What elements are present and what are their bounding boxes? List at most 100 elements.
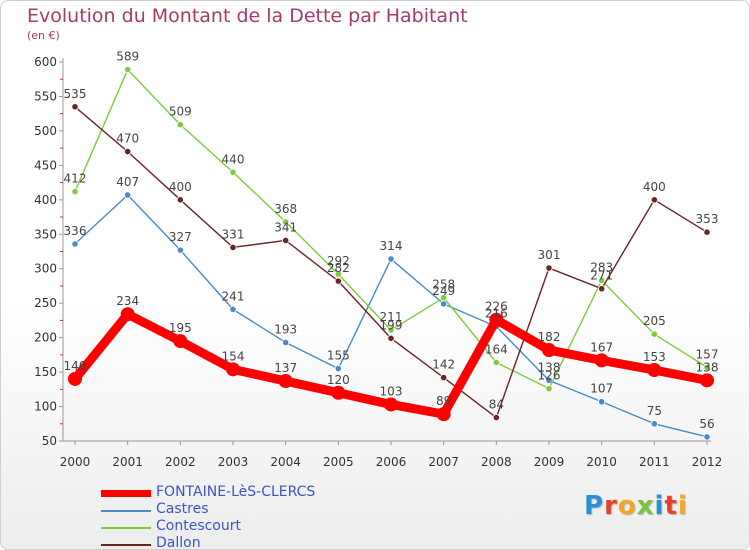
y-tick-label: 600 xyxy=(34,55,57,69)
data-point xyxy=(71,103,79,111)
x-tick-label: 2010 xyxy=(586,455,617,469)
data-point xyxy=(703,363,711,371)
data-label: 407 xyxy=(116,175,139,189)
data-label: 142 xyxy=(432,358,455,372)
data-label: 234 xyxy=(116,294,139,308)
data-point xyxy=(703,433,711,441)
data-label: 75 xyxy=(647,404,662,418)
y-tick-label: 300 xyxy=(34,262,57,276)
data-point xyxy=(282,338,290,347)
data-label: 470 xyxy=(116,132,139,146)
data-point xyxy=(545,385,553,393)
data-point xyxy=(176,246,184,254)
data-label: 56 xyxy=(699,417,714,431)
data-point xyxy=(124,65,132,74)
data-point xyxy=(387,255,395,263)
y-tick-label: 450 xyxy=(34,158,57,172)
data-point xyxy=(226,362,240,377)
data-point xyxy=(176,196,184,204)
data-point xyxy=(124,191,132,199)
data-label: 138 xyxy=(538,360,561,374)
data-point xyxy=(650,330,658,338)
logo-letter: x xyxy=(636,491,655,521)
data-label: 155 xyxy=(327,349,350,363)
data-point xyxy=(703,228,711,236)
data-point xyxy=(492,358,500,367)
logo-letter: o xyxy=(617,491,637,521)
data-point xyxy=(436,407,451,422)
data-label: 107 xyxy=(590,382,613,396)
data-point xyxy=(334,365,342,373)
x-tick-label: 2005 xyxy=(323,455,354,469)
data-label: 249 xyxy=(432,284,455,298)
y-tick-label: 100 xyxy=(34,400,57,414)
data-label: 258 xyxy=(432,278,455,292)
data-label: 195 xyxy=(169,321,192,335)
data-point xyxy=(492,413,500,422)
data-point xyxy=(647,363,662,378)
data-label: 84 xyxy=(489,398,504,412)
data-point xyxy=(331,385,346,400)
legend-swatch-fontaine xyxy=(101,490,151,497)
data-point xyxy=(545,376,553,384)
x-tick-label: 2009 xyxy=(534,455,565,469)
proxiti-logo: Proxiti xyxy=(584,491,688,521)
data-point xyxy=(387,334,395,342)
data-point xyxy=(229,168,237,176)
logo-letter: P xyxy=(584,491,605,521)
y-tick-label: 500 xyxy=(34,124,57,138)
y-tick-label: 350 xyxy=(34,227,57,241)
data-point xyxy=(594,353,609,368)
data-label: 368 xyxy=(274,202,297,216)
data-point xyxy=(598,285,606,293)
data-label: 153 xyxy=(643,350,666,364)
data-point xyxy=(282,218,290,226)
data-point xyxy=(124,147,132,156)
data-label: 138 xyxy=(696,360,719,374)
data-label: 535 xyxy=(64,87,87,101)
data-label: 282 xyxy=(327,261,350,275)
data-label: 120 xyxy=(327,373,350,387)
data-label: 211 xyxy=(380,310,403,324)
data-label: 327 xyxy=(169,230,192,244)
data-label: 89 xyxy=(436,394,451,408)
data-label: 241 xyxy=(222,289,245,303)
data-label: 164 xyxy=(485,342,508,356)
data-label: 137 xyxy=(274,361,297,375)
y-tick-label: 150 xyxy=(34,365,57,379)
data-label: 226 xyxy=(485,300,508,314)
x-tick-label: 2007 xyxy=(428,455,459,469)
data-point xyxy=(440,374,448,382)
data-point xyxy=(71,240,79,248)
data-point xyxy=(489,312,504,327)
logo-letter: t xyxy=(664,491,678,521)
data-point xyxy=(384,397,398,412)
data-point xyxy=(545,264,553,272)
data-point xyxy=(176,121,184,129)
data-label: 154 xyxy=(222,349,245,363)
legend-label-fontaine: FONTAINE-LèS-CLERCS xyxy=(156,484,316,500)
legend-swatch-dallon xyxy=(101,544,151,546)
data-label: 182 xyxy=(538,330,561,344)
x-tick-label: 2000 xyxy=(60,455,91,469)
data-label: 440 xyxy=(222,152,245,166)
data-label: 400 xyxy=(169,180,192,194)
data-point xyxy=(68,371,82,386)
data-label: 157 xyxy=(696,347,719,361)
x-tick-label: 2008 xyxy=(481,455,512,469)
x-tick-label: 2004 xyxy=(270,455,301,469)
data-point xyxy=(440,300,448,308)
data-point xyxy=(650,196,658,204)
legend-label-contescourt: Contescourt xyxy=(156,518,241,534)
data-label: 314 xyxy=(380,239,403,253)
data-point xyxy=(387,326,395,334)
data-point xyxy=(542,343,556,358)
data-point xyxy=(650,420,658,428)
data-point xyxy=(278,374,293,389)
data-label: 216 xyxy=(485,307,508,321)
data-point xyxy=(598,398,606,406)
data-label: 341 xyxy=(274,220,297,234)
data-point xyxy=(334,277,342,285)
